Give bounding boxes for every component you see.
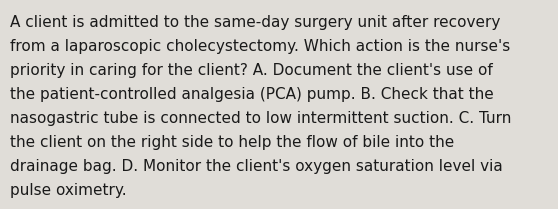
Text: the client on the right side to help the flow of bile into the: the client on the right side to help the… (10, 135, 454, 150)
Text: from a laparoscopic cholecystectomy. Which action is the nurse's: from a laparoscopic cholecystectomy. Whi… (10, 39, 511, 54)
Text: A client is admitted to the same-day surgery unit after recovery: A client is admitted to the same-day sur… (10, 15, 501, 30)
Text: nasogastric tube is connected to low intermittent suction. C. Turn: nasogastric tube is connected to low int… (10, 111, 512, 126)
Text: drainage bag. D. Monitor the client's oxygen saturation level via: drainage bag. D. Monitor the client's ox… (10, 159, 503, 174)
Text: pulse oximetry.: pulse oximetry. (10, 183, 127, 198)
Text: the patient-controlled analgesia (PCA) pump. B. Check that the: the patient-controlled analgesia (PCA) p… (10, 87, 494, 102)
Text: priority in caring for the client? A. Document the client's use of: priority in caring for the client? A. Do… (10, 63, 493, 78)
